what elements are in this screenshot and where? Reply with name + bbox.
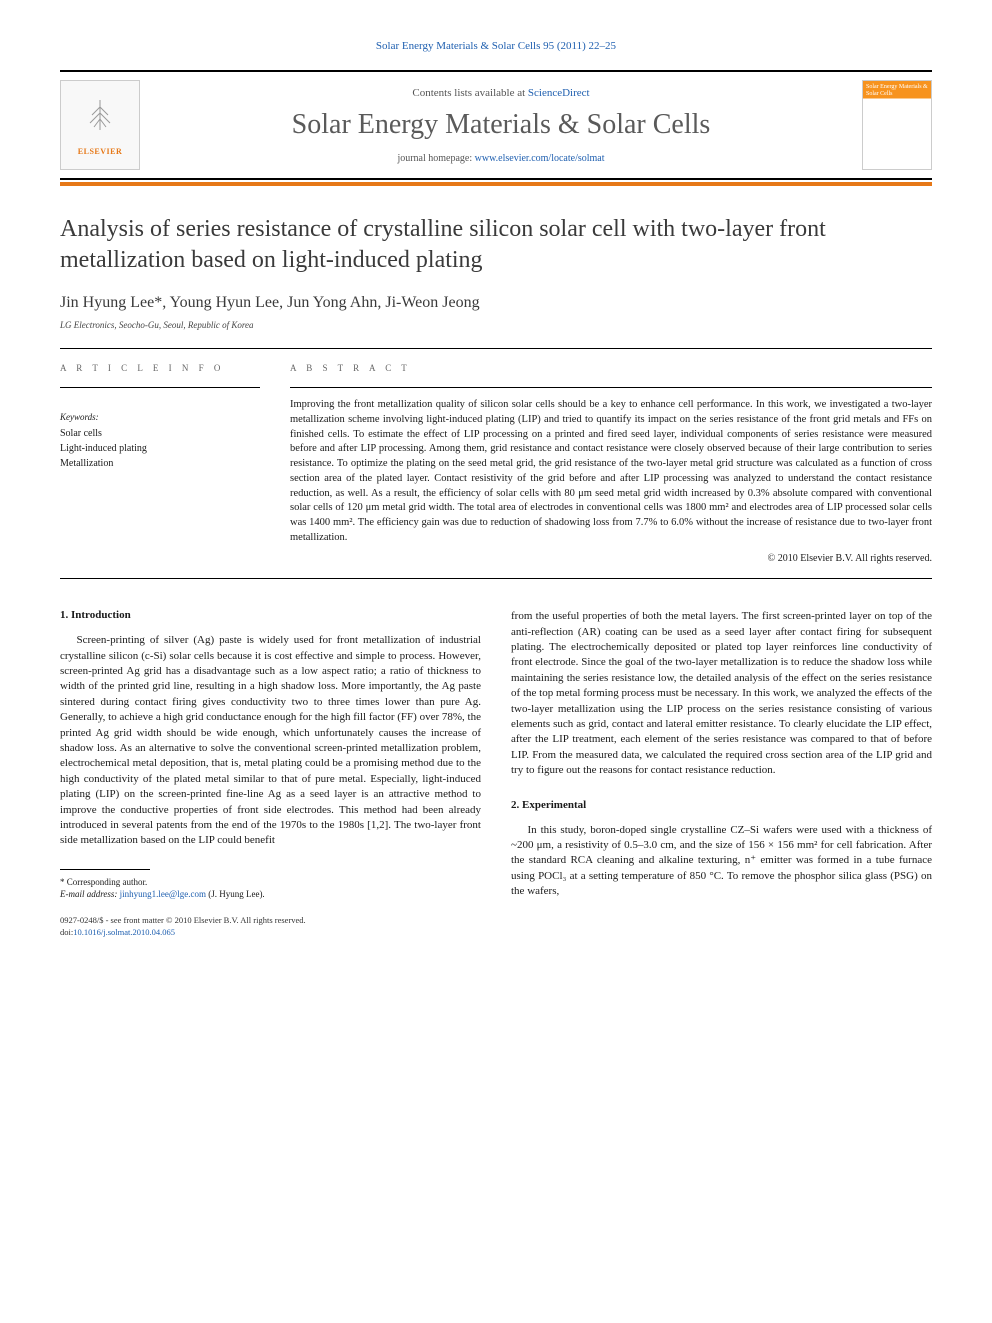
doi-link[interactable]: 10.1016/j.solmat.2010.04.065 — [73, 927, 175, 937]
homepage-prefix: journal homepage: — [397, 153, 474, 164]
section-heading-experimental: 2. Experimental — [511, 799, 932, 811]
banner-center: Contents lists available at ScienceDirec… — [140, 87, 862, 164]
article-info-label: A R T I C L E I N F O — [60, 363, 260, 373]
divider — [60, 578, 932, 579]
publisher-logo[interactable]: ELSEVIER — [60, 80, 140, 170]
info-abstract-row: A R T I C L E I N F O Keywords: Solar ce… — [60, 363, 932, 564]
authors-list: Jin Hyung Lee*, Young Hyun Lee, Jun Yong… — [60, 294, 932, 312]
cover-title-text: Solar Energy Materials & Solar Cells — [866, 84, 928, 97]
body-columns: 1. Introduction Screen-printing of silve… — [60, 609, 932, 938]
journal-cover-thumbnail[interactable]: Solar Energy Materials & Solar Cells — [862, 80, 932, 170]
section-heading-introduction: 1. Introduction — [60, 609, 481, 621]
abstract-divider — [290, 387, 932, 388]
divider — [60, 348, 932, 349]
journal-banner: ELSEVIER Contents lists available at Sci… — [60, 70, 932, 180]
footer-info: 0927-0248/$ - see front matter © 2010 El… — [60, 915, 481, 939]
keywords-label: Keywords: — [60, 412, 260, 422]
paragraph: Screen-printing of silver (Ag) paste is … — [60, 633, 481, 848]
journal-name: Solar Energy Materials & Solar Cells — [140, 109, 862, 141]
citation-header: Solar Energy Materials & Solar Cells 95 … — [60, 40, 932, 52]
email-label: E-mail address: — [60, 889, 120, 899]
contents-line: Contents lists available at ScienceDirec… — [140, 87, 862, 99]
email-link[interactable]: jinhyung1.lee@lge.com — [120, 889, 206, 899]
footnote-block: * Corresponding author. E-mail address: … — [60, 876, 481, 901]
paragraph: from the useful properties of both the m… — [511, 609, 932, 778]
contents-prefix: Contents lists available at — [412, 87, 527, 99]
article-info-column: A R T I C L E I N F O Keywords: Solar ce… — [60, 363, 260, 564]
introduction-text: Screen-printing of silver (Ag) paste is … — [60, 633, 481, 848]
article-title: Analysis of series resistance of crystal… — [60, 214, 932, 276]
affiliation: LG Electronics, Seocho-Gu, Seoul, Republ… — [60, 320, 932, 330]
info-divider — [60, 387, 260, 388]
email-suffix: (J. Hyung Lee). — [206, 889, 265, 899]
keyword: Solar cells — [60, 426, 260, 441]
footer-doi: doi:10.1016/j.solmat.2010.04.065 — [60, 927, 481, 939]
abstract-copyright: © 2010 Elsevier B.V. All rights reserved… — [290, 553, 932, 564]
corresponding-author-note: * Corresponding author. — [60, 876, 481, 889]
keywords-list: Solar cells Light-induced plating Metall… — [60, 426, 260, 471]
footer-copyright: 0927-0248/$ - see front matter © 2010 El… — [60, 915, 481, 927]
footnote-divider — [60, 869, 150, 870]
homepage-link[interactable]: www.elsevier.com/locate/solmat — [475, 153, 605, 164]
introduction-continuation: from the useful properties of both the m… — [511, 609, 932, 778]
experimental-text: In this study, boron-doped single crysta… — [511, 823, 932, 900]
doi-prefix: doi: — [60, 927, 73, 937]
sciencedirect-link[interactable]: ScienceDirect — [528, 87, 590, 99]
orange-divider — [60, 182, 932, 186]
elsevier-tree-icon — [80, 95, 120, 143]
right-column: from the useful properties of both the m… — [511, 609, 932, 938]
keyword: Light-induced plating — [60, 441, 260, 456]
abstract-label: A B S T R A C T — [290, 363, 932, 373]
left-column: 1. Introduction Screen-printing of silve… — [60, 609, 481, 938]
publisher-name: ELSEVIER — [78, 147, 122, 156]
abstract-text: Improving the front metallization qualit… — [290, 398, 932, 545]
paragraph: In this study, boron-doped single crysta… — [511, 823, 932, 900]
abstract-column: A B S T R A C T Improving the front meta… — [290, 363, 932, 564]
homepage-line: journal homepage: www.elsevier.com/locat… — [140, 153, 862, 164]
email-line: E-mail address: jinhyung1.lee@lge.com (J… — [60, 888, 481, 901]
keyword: Metallization — [60, 456, 260, 471]
citation-link[interactable]: Solar Energy Materials & Solar Cells 95 … — [376, 40, 616, 52]
